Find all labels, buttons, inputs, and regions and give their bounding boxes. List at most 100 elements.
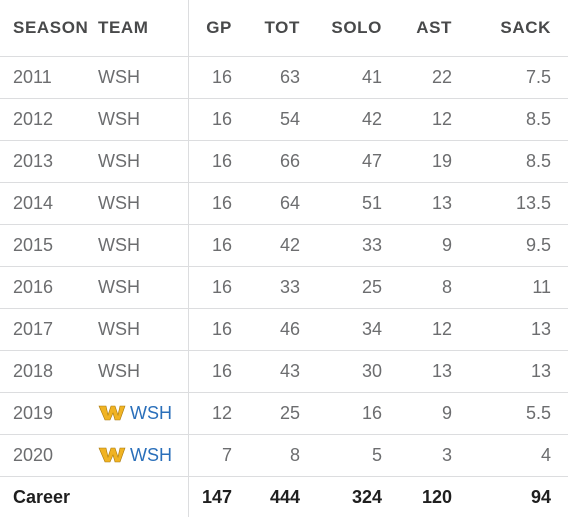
- tot-cell: 33: [250, 267, 318, 309]
- tot-cell: 64: [250, 183, 318, 225]
- gp-cell: 16: [188, 57, 250, 99]
- solo-cell: 41: [318, 57, 400, 99]
- career-tot: 444: [250, 477, 318, 517]
- tot-cell: 63: [250, 57, 318, 99]
- ast-cell: 13: [400, 351, 470, 393]
- column-header-tot[interactable]: TOT: [250, 0, 318, 57]
- season-cell: 2014: [0, 183, 86, 225]
- season-cell: 2016: [0, 267, 86, 309]
- gp-cell: 12: [188, 393, 250, 435]
- column-header-sack[interactable]: SACK: [470, 0, 568, 57]
- tot-cell: 54: [250, 99, 318, 141]
- tot-cell: 66: [250, 141, 318, 183]
- solo-cell: 16: [318, 393, 400, 435]
- team-cell: WSH: [86, 141, 188, 183]
- team-cell: WSH: [86, 183, 188, 225]
- tot-cell: 8: [250, 435, 318, 477]
- ast-cell: 13: [400, 183, 470, 225]
- ast-cell: 19: [400, 141, 470, 183]
- gp-cell: 7: [188, 435, 250, 477]
- sack-cell: 8.5: [470, 99, 568, 141]
- career-label: Career: [0, 477, 86, 517]
- team-cell: WSH: [86, 309, 188, 351]
- sack-cell: 11: [470, 267, 568, 309]
- ast-cell: 3: [400, 435, 470, 477]
- team-cell: WSH: [86, 267, 188, 309]
- gp-cell: 16: [188, 267, 250, 309]
- sack-cell: 13.5: [470, 183, 568, 225]
- sack-cell: 13: [470, 309, 568, 351]
- career-row: Career 147 444 324 120 94: [0, 477, 568, 517]
- ast-cell: 22: [400, 57, 470, 99]
- team-cell: WSH: [86, 99, 188, 141]
- header-row: SEASON TEAM GP TOT SOLO AST SACK: [0, 0, 568, 57]
- tot-cell: 42: [250, 225, 318, 267]
- career-gp: 147: [188, 477, 250, 517]
- tot-cell: 43: [250, 351, 318, 393]
- ast-cell: 12: [400, 309, 470, 351]
- team-cell[interactable]: WSH: [86, 435, 188, 477]
- solo-cell: 47: [318, 141, 400, 183]
- washington-w-logo-icon[interactable]: [98, 446, 126, 464]
- washington-w-logo-icon[interactable]: [98, 404, 126, 422]
- gp-cell: 16: [188, 183, 250, 225]
- column-header-season[interactable]: SEASON: [0, 0, 86, 57]
- season-cell: 2020: [0, 435, 86, 477]
- tot-cell: 46: [250, 309, 318, 351]
- ast-cell: 9: [400, 393, 470, 435]
- sack-cell: 4: [470, 435, 568, 477]
- sack-cell: 7.5: [470, 57, 568, 99]
- season-cell: 2015: [0, 225, 86, 267]
- season-cell: 2013: [0, 141, 86, 183]
- sack-cell: 5.5: [470, 393, 568, 435]
- season-cell: 2011: [0, 57, 86, 99]
- tot-cell: 25: [250, 393, 318, 435]
- career-sack: 94: [470, 477, 568, 517]
- career-ast: 120: [400, 477, 470, 517]
- team-cell: WSH: [86, 351, 188, 393]
- ast-cell: 8: [400, 267, 470, 309]
- solo-cell: 25: [318, 267, 400, 309]
- team-link[interactable]: WSH: [130, 403, 172, 423]
- column-header-solo[interactable]: SOLO: [318, 0, 400, 57]
- season-cell: 2012: [0, 99, 86, 141]
- solo-cell: 34: [318, 309, 400, 351]
- column-header-gp[interactable]: GP: [188, 0, 250, 57]
- sack-cell: 9.5: [470, 225, 568, 267]
- gp-cell: 16: [188, 99, 250, 141]
- career-team-cell: [86, 477, 188, 517]
- career-solo: 324: [318, 477, 400, 517]
- ast-cell: 12: [400, 99, 470, 141]
- column-header-ast[interactable]: AST: [400, 0, 470, 57]
- ast-cell: 9: [400, 225, 470, 267]
- team-cell: WSH: [86, 225, 188, 267]
- season-cell: 2019: [0, 393, 86, 435]
- team-link[interactable]: WSH: [130, 445, 172, 465]
- gp-cell: 16: [188, 141, 250, 183]
- gp-cell: 16: [188, 351, 250, 393]
- solo-cell: 42: [318, 99, 400, 141]
- sack-cell: 8.5: [470, 141, 568, 183]
- team-cell: WSH: [86, 57, 188, 99]
- season-cell: 2017: [0, 309, 86, 351]
- solo-cell: 33: [318, 225, 400, 267]
- gp-cell: 16: [188, 309, 250, 351]
- gp-cell: 16: [188, 225, 250, 267]
- team-cell[interactable]: WSH: [86, 393, 188, 435]
- season-cell: 2018: [0, 351, 86, 393]
- solo-cell: 51: [318, 183, 400, 225]
- column-header-team[interactable]: TEAM: [86, 0, 188, 57]
- sack-cell: 13: [470, 351, 568, 393]
